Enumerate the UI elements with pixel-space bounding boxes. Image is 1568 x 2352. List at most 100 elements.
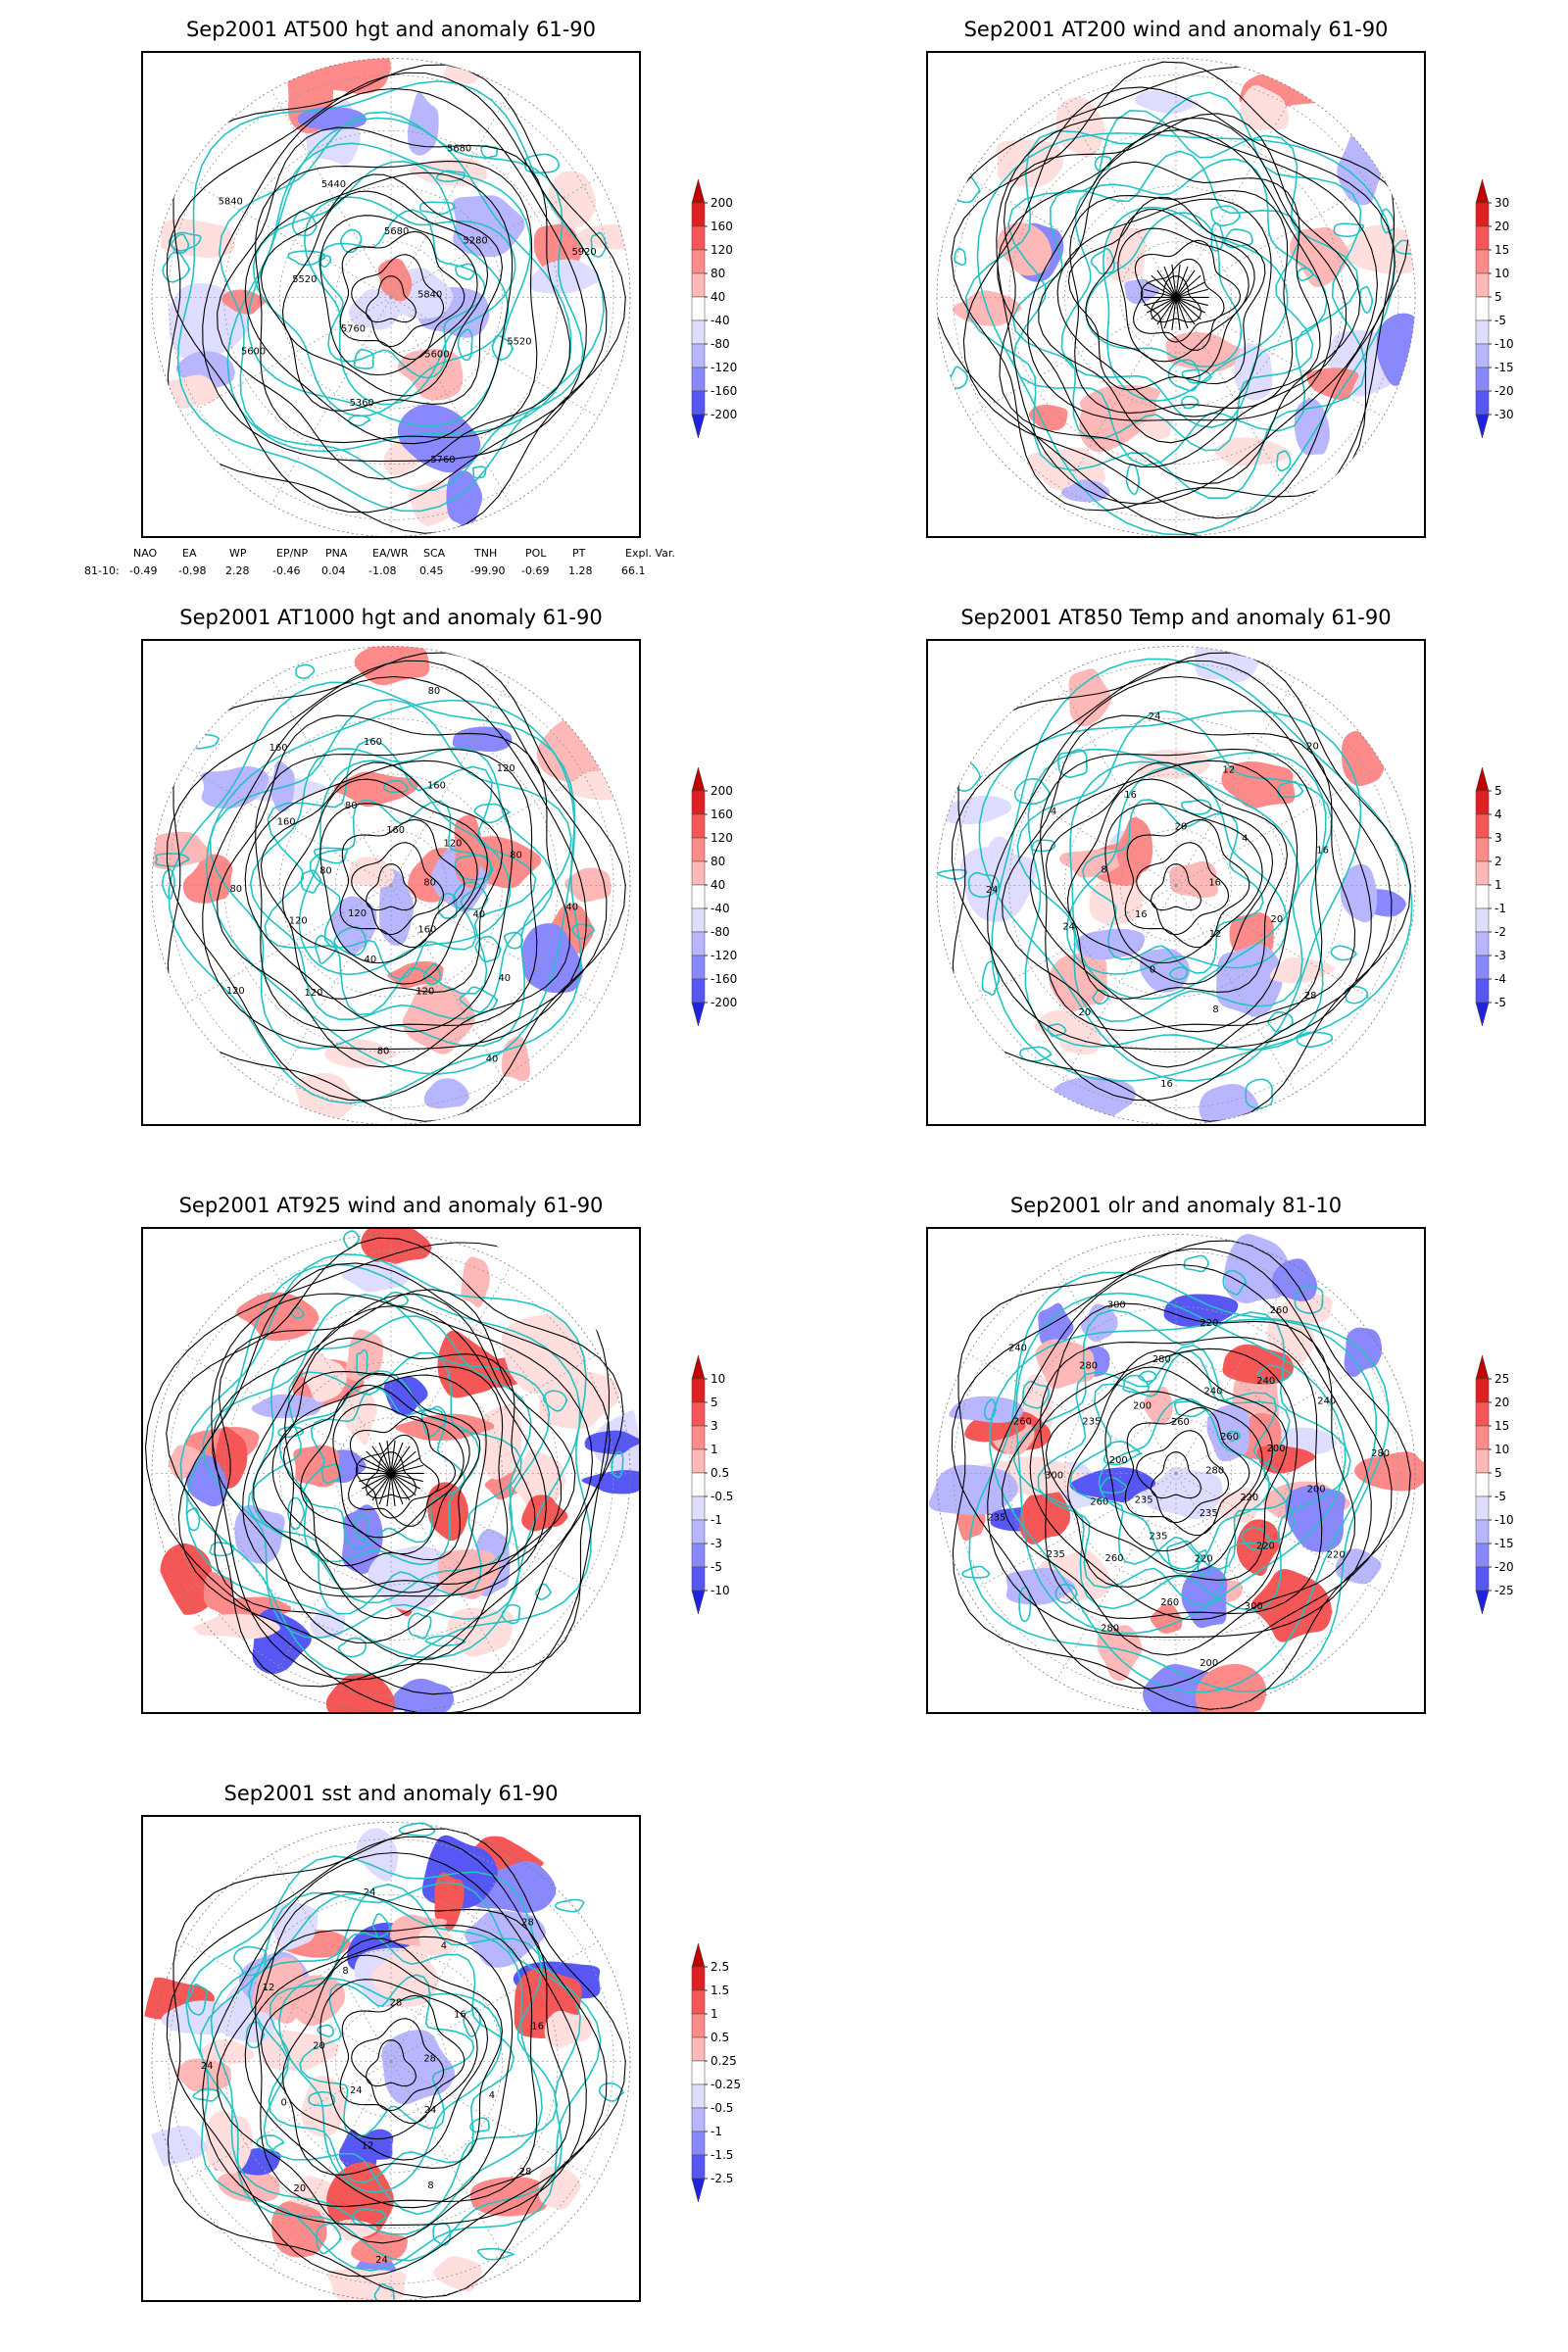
contour-label: 8 <box>1212 1004 1218 1015</box>
contour-label: 5440 <box>321 179 346 190</box>
meridian-line <box>1055 677 1177 886</box>
contour-label: 160 <box>270 743 288 754</box>
index-header: TNH <box>474 547 498 560</box>
panel-title: Sep2001 AT200 wind and anomaly 61-90 <box>963 18 1389 41</box>
streamline <box>1163 266 1177 298</box>
contour-label: 28 <box>390 1998 403 2009</box>
colorbar-swatch <box>691 343 706 368</box>
contour-label: 16 <box>1124 790 1137 801</box>
colorbar-swatch <box>691 790 706 815</box>
positive-anomaly-area <box>447 1607 514 1657</box>
map-svg: 5840 5760 5680 5600 5520 5280 5360 5440 5520 5600… <box>151 58 631 536</box>
colorbar-label: 5 <box>1494 784 1502 798</box>
contour-label: 40 <box>498 973 511 984</box>
colorbar-swatch <box>691 978 706 1004</box>
streamline <box>1175 264 1181 298</box>
positive-anomaly-area <box>1341 730 1388 787</box>
colorbar-swatch <box>691 860 706 886</box>
positive-anomaly-area <box>434 1872 465 1933</box>
streamline <box>366 1473 392 1496</box>
contour-label: 5520 <box>292 274 317 285</box>
index-header: WP <box>229 547 247 560</box>
contour-labels: 5840 5760 5680 5600 5520 5280 5360 5440 5520 5600… <box>219 144 597 466</box>
meridian-line <box>390 1353 599 1474</box>
colorbar-label: 1 <box>1494 878 1502 892</box>
contour-label: 120 <box>416 987 434 998</box>
positive-anomaly-area <box>158 219 236 258</box>
meridian-line <box>390 89 512 298</box>
streamline <box>1175 288 1208 299</box>
colorbar-label: 3 <box>1494 831 1502 845</box>
colorbar-label: -1 <box>710 1513 722 1527</box>
colorbar-label: -15 <box>1494 1537 1514 1550</box>
contour-label: 220 <box>1195 1554 1213 1565</box>
contour-label: 220 <box>1200 1318 1218 1329</box>
contour-label: 260 <box>1270 1305 1289 1316</box>
contour-label: 24 <box>375 2255 388 2266</box>
colorbar-swatch <box>1475 907 1490 933</box>
positive-anomaly-area <box>1354 1451 1424 1492</box>
latitude-circle <box>953 74 1399 520</box>
contour-label: 24 <box>1149 711 1161 722</box>
positive-anomaly-area <box>361 1229 432 1265</box>
contour-label: 5360 <box>350 398 374 409</box>
streamline <box>378 1442 392 1474</box>
meridian-line <box>1175 885 1384 1005</box>
colorbar-label: -160 <box>710 384 737 398</box>
contour-label: 8 <box>427 2180 433 2191</box>
index-header: EP/NP <box>276 547 309 560</box>
contour-label: 200 <box>1133 1400 1152 1411</box>
colorbar-swatch <box>691 1590 706 1615</box>
colorbar-swatch <box>691 296 706 321</box>
positive-anomaly-area <box>418 1926 458 1957</box>
negative-anomaly-area <box>270 1902 318 1950</box>
contour-labels: 80 120 160 160 80 120 40 80 40 120 160 120 160 80 120 1… <box>226 686 578 1064</box>
contour-label: 235 <box>1200 1508 1218 1519</box>
colorbar-swatch <box>691 907 706 933</box>
positive-anomaly-area <box>295 1072 360 1122</box>
positive-anomaly-area <box>1214 437 1295 466</box>
panel-title: Sep2001 olr and anomaly 81-10 <box>1009 1194 1343 1217</box>
colorbar-label: 0.5 <box>710 2031 729 2044</box>
contour-label: 235 <box>1135 1495 1153 1506</box>
contour-label: 24 <box>350 2085 363 2096</box>
colorbar-swatch <box>1475 343 1490 368</box>
positive-anomaly-area <box>501 1036 531 1082</box>
meridian-line <box>1055 885 1177 1094</box>
colorbar-label: 120 <box>710 831 733 845</box>
colorbar-label: -80 <box>710 337 730 351</box>
negative-anomaly-area <box>1340 863 1378 923</box>
streamline <box>359 1472 392 1483</box>
colorbar-swatch <box>691 2036 706 2062</box>
colorbar-swatch <box>1475 860 1490 886</box>
index-header: Expl. Var. <box>625 547 675 560</box>
positive-anomaly-area <box>454 814 484 889</box>
colorbar-swatch <box>1475 367 1490 392</box>
contour-label: 300 <box>1107 1300 1126 1311</box>
colorbar-label: -20 <box>1494 384 1514 398</box>
map-content <box>144 1229 639 1712</box>
index-value: -0.69 <box>521 564 550 577</box>
meridian-line <box>1175 177 1384 298</box>
streamline <box>371 1473 392 1501</box>
contour-label: 5840 <box>219 197 243 208</box>
map-boundary <box>936 58 1416 536</box>
panel-title: Sep2001 sst and anomaly 61-90 <box>223 1782 559 1805</box>
contour-label: 40 <box>565 902 578 912</box>
colorbar-swatch <box>1475 1002 1490 1027</box>
meridian-line <box>270 1265 392 1474</box>
contour-label: 220 <box>1327 1549 1346 1560</box>
negative-anomaly-area <box>341 1261 412 1293</box>
teleconnection-index-table: NAO EA WP EP/NP PNA EA/WR SCA TNH POL PT Expl. Var… <box>84 547 692 586</box>
streamline <box>1175 296 1208 307</box>
colorbar-z500: 200 160 120 80 40 -40 -80 -120 -160 -200 <box>686 172 764 446</box>
contour-label: 260 <box>1171 1417 1190 1428</box>
meridian-line <box>390 765 599 886</box>
contour-label: 80 <box>423 877 436 888</box>
contour-label: 260 <box>1013 1416 1032 1427</box>
meridian-line <box>390 2061 599 2181</box>
colorbar-swatch <box>691 202 706 227</box>
colorbar-swatch <box>691 367 706 392</box>
positive-anomaly-area <box>326 2161 396 2238</box>
coastlines <box>961 1254 1390 1693</box>
